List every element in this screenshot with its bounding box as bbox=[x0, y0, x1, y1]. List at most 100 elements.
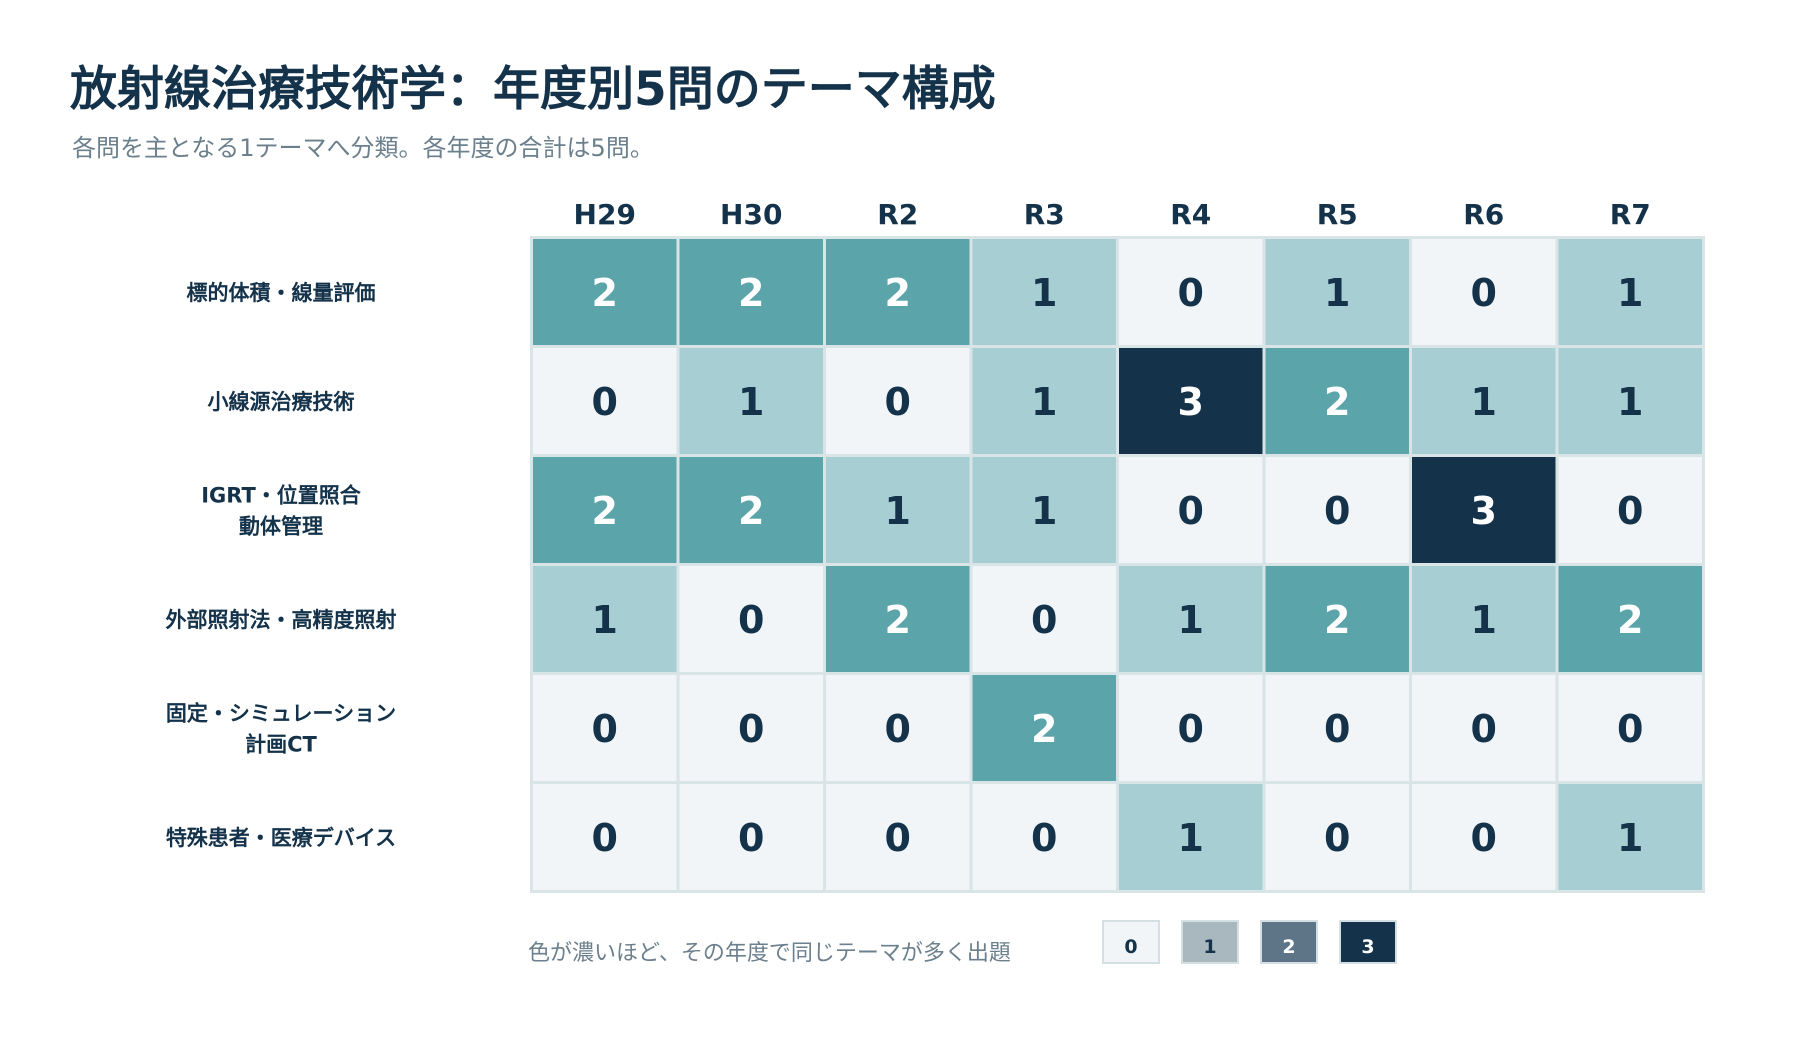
heatmap-cell-R3-row1 bbox=[972, 348, 1116, 454]
legend: 0 1 2 3 bbox=[1102, 920, 1397, 964]
heatmap-value-R5-row3: 2 bbox=[1324, 598, 1350, 642]
heatmap-value-H29-row3: 1 bbox=[592, 598, 618, 642]
heatmap-cell-R7-row3 bbox=[1558, 566, 1702, 672]
legend-caption: 色が濃いほど、その年度で同じテーマが多く出題 bbox=[528, 941, 1011, 966]
heatmap-value-R2-row5: 0 bbox=[885, 816, 911, 860]
heatmap-cell-R3-row5 bbox=[972, 784, 1116, 890]
heatmap-grid-background bbox=[530, 236, 1705, 893]
column-header-R4: R4 bbox=[1170, 198, 1211, 231]
row-label-4-line-1: 計画CT bbox=[245, 733, 317, 757]
heatmap-value-H30-row3: 0 bbox=[738, 598, 764, 642]
heatmap-cell-H30-row5 bbox=[679, 784, 823, 890]
legend-label-0: 0 bbox=[1124, 936, 1138, 958]
heatmap-value-R5-row2: 0 bbox=[1324, 489, 1350, 533]
heatmap-value-R5-row0: 1 bbox=[1324, 271, 1350, 315]
heatmap-cell-R5-row3 bbox=[1265, 566, 1409, 672]
heatmap-value-R6-row4: 0 bbox=[1471, 707, 1497, 751]
legend-label-3: 3 bbox=[1361, 936, 1375, 958]
heatmap-value-R2-row4: 0 bbox=[885, 707, 911, 751]
heatmap-cell-R7-row2 bbox=[1558, 457, 1702, 563]
heatmap-value-H29-row4: 0 bbox=[592, 707, 618, 751]
row-label-2-line-0: IGRT・位置照合 bbox=[201, 484, 362, 508]
heatmap-value-R5-row4: 0 bbox=[1324, 707, 1350, 751]
heatmap-value-R6-row5: 0 bbox=[1471, 816, 1497, 860]
heatmap-value-H30-row4: 0 bbox=[738, 707, 764, 751]
heatmap-cell-H30-row3 bbox=[679, 566, 823, 672]
heatmap-cell-R5-row0 bbox=[1265, 239, 1409, 345]
heatmap-value-R2-row3: 2 bbox=[885, 598, 911, 642]
row-label-3-line-0: 外部照射法・高精度照射 bbox=[166, 608, 397, 632]
heatmap-cell-R4-row3 bbox=[1119, 566, 1263, 672]
heatmap-cell-H30-row2 bbox=[679, 457, 823, 563]
heatmap-value-R4-row1: 3 bbox=[1178, 380, 1204, 424]
heatmap-cell-R4-row1 bbox=[1119, 348, 1263, 454]
heatmap-value-H30-row5: 0 bbox=[738, 816, 764, 860]
chart-title: 放射線治療技術学：年度別5問のテーマ構成 bbox=[70, 62, 996, 117]
heatmap-cell-H29-row3 bbox=[533, 566, 677, 672]
heatmap-cell-H29-row0 bbox=[533, 239, 677, 345]
legend-label-2: 2 bbox=[1282, 936, 1296, 958]
heatmap-value-R2-row1: 0 bbox=[885, 380, 911, 424]
heatmap-cell-R7-row1 bbox=[1558, 348, 1702, 454]
row-label-5-line-0: 特殊患者・医療デバイス bbox=[166, 826, 396, 850]
heatmap-value-R3-row0: 1 bbox=[1031, 271, 1057, 315]
heatmap-value-R2-row2: 1 bbox=[885, 489, 911, 533]
heatmap-value-R4-row5: 1 bbox=[1178, 816, 1204, 860]
legend-swatch-0: 0 bbox=[1102, 920, 1160, 964]
heatmap-value-R6-row0: 0 bbox=[1471, 271, 1497, 315]
heatmap-cell-R7-row5 bbox=[1558, 784, 1702, 890]
column-header-H30: H30 bbox=[720, 198, 782, 231]
heatmap-value-R3-row4: 2 bbox=[1031, 707, 1057, 751]
heatmap-value-R4-row3: 1 bbox=[1178, 598, 1204, 642]
heatmap-value-H30-row1: 1 bbox=[738, 380, 764, 424]
heatmap-cell-R6-row2 bbox=[1412, 457, 1556, 563]
heatmap-value-R7-row4: 0 bbox=[1617, 707, 1643, 751]
heatmap-value-R3-row3: 0 bbox=[1031, 598, 1057, 642]
row-label-4-line-0: 固定・シミュレーション bbox=[166, 702, 396, 726]
heatmap-cell-H30-row4 bbox=[679, 675, 823, 781]
heatmap-cell-R4-row5 bbox=[1119, 784, 1263, 890]
heatmap-value-H30-row0: 2 bbox=[738, 271, 764, 315]
column-header-R7: R7 bbox=[1610, 198, 1651, 231]
heatmap-value-R7-row2: 0 bbox=[1617, 489, 1643, 533]
column-header-H29: H29 bbox=[574, 198, 636, 231]
heatmap-cell-H30-row0 bbox=[679, 239, 823, 345]
heatmap-cell-R3-row4 bbox=[972, 675, 1116, 781]
column-header-R3: R3 bbox=[1024, 198, 1065, 231]
heatmap-cell-R2-row3 bbox=[826, 566, 970, 672]
heatmap-cell-H29-row1 bbox=[533, 348, 677, 454]
heatmap-cell-R6-row1 bbox=[1412, 348, 1556, 454]
heatmap-cell-R5-row4 bbox=[1265, 675, 1409, 781]
heatmap-value-R5-row5: 0 bbox=[1324, 816, 1350, 860]
heatmap-value-R7-row3: 2 bbox=[1617, 598, 1643, 642]
heatmap-value-H29-row5: 0 bbox=[592, 816, 618, 860]
heatmap-value-H29-row1: 0 bbox=[592, 380, 618, 424]
heatmap-value-R3-row2: 1 bbox=[1031, 489, 1057, 533]
heatmap-cell-R6-row4 bbox=[1412, 675, 1556, 781]
heatmap-value-R4-row2: 0 bbox=[1178, 489, 1204, 533]
heatmap-value-R6-row2: 3 bbox=[1471, 489, 1497, 533]
heatmap-cell-H30-row1 bbox=[679, 348, 823, 454]
heatmap-value-R6-row3: 1 bbox=[1471, 598, 1497, 642]
heatmap-value-R4-row0: 0 bbox=[1178, 271, 1204, 315]
row-label-0-line-0: 標的体積・線量評価 bbox=[187, 281, 376, 305]
heatmap-cell-R2-row0 bbox=[826, 239, 970, 345]
heatmap-value-R3-row1: 1 bbox=[1031, 380, 1057, 424]
heatmap-cell-R4-row4 bbox=[1119, 675, 1263, 781]
row-label-1-line-0: 小線源治療技術 bbox=[208, 390, 355, 414]
heatmap-cell-R4-row0 bbox=[1119, 239, 1263, 345]
row-label-2-line-1: 動体管理 bbox=[239, 515, 323, 539]
heatmap-cell-R3-row0 bbox=[972, 239, 1116, 345]
heatmap-cell-R3-row2 bbox=[972, 457, 1116, 563]
heatmap-value-R4-row4: 0 bbox=[1178, 707, 1204, 751]
heatmap-value-H29-row0: 2 bbox=[592, 271, 618, 315]
legend-label-1: 1 bbox=[1203, 936, 1217, 958]
heatmap-cell-R2-row1 bbox=[826, 348, 970, 454]
legend-swatch-1: 1 bbox=[1181, 920, 1239, 964]
heatmap-value-H29-row2: 2 bbox=[592, 489, 618, 533]
column-header-R6: R6 bbox=[1463, 198, 1504, 231]
heatmap-cell-R5-row2 bbox=[1265, 457, 1409, 563]
heatmap-cell-R6-row3 bbox=[1412, 566, 1556, 672]
heatmap-cell-R6-row5 bbox=[1412, 784, 1556, 890]
